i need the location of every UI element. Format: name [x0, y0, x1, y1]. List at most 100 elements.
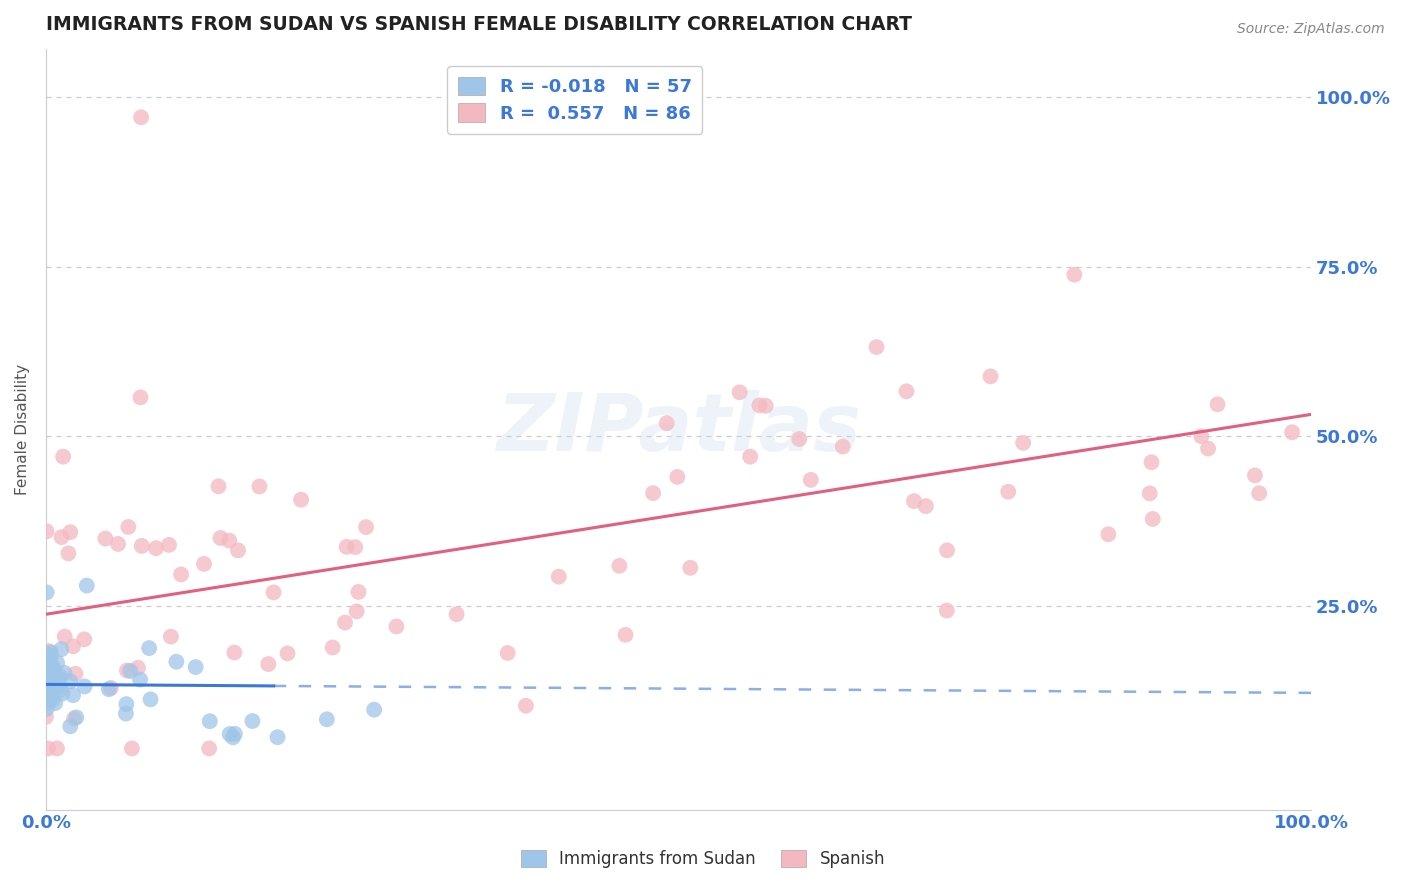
Point	[51, 687, 73, 701]
Point	[1281, 425, 1303, 440]
Point	[224, 646, 246, 660]
Point	[609, 558, 631, 573]
Point	[263, 585, 285, 599]
Point	[333, 615, 356, 630]
Legend: Immigrants from Sudan, Spanish: Immigrants from Sudan, Spanish	[515, 843, 891, 875]
Point	[315, 712, 337, 726]
Point	[787, 432, 810, 446]
Point	[679, 561, 702, 575]
Point	[76, 578, 98, 592]
Point	[139, 692, 162, 706]
Point	[138, 641, 160, 656]
Point	[65, 666, 87, 681]
Point	[914, 499, 936, 513]
Point	[38, 670, 60, 684]
Point	[257, 657, 280, 671]
Point	[276, 647, 298, 661]
Point	[127, 661, 149, 675]
Point	[207, 479, 229, 493]
Point	[748, 398, 770, 412]
Point	[831, 440, 853, 454]
Point	[198, 714, 221, 729]
Point	[38, 662, 60, 676]
Point	[218, 727, 240, 741]
Point	[496, 646, 519, 660]
Point	[38, 653, 60, 667]
Point	[35, 682, 58, 697]
Point	[115, 706, 138, 721]
Point	[322, 640, 344, 655]
Point	[41, 693, 63, 707]
Point	[800, 473, 823, 487]
Point	[997, 484, 1019, 499]
Point	[39, 686, 62, 700]
Point	[249, 479, 271, 493]
Point	[1139, 486, 1161, 500]
Point	[1189, 429, 1212, 443]
Point	[73, 680, 96, 694]
Point	[755, 399, 778, 413]
Point	[242, 714, 264, 728]
Point	[53, 630, 76, 644]
Point	[121, 741, 143, 756]
Point	[290, 492, 312, 507]
Point	[39, 649, 62, 664]
Point	[209, 531, 232, 545]
Point	[1197, 442, 1219, 456]
Point	[346, 604, 368, 618]
Point	[131, 539, 153, 553]
Point	[100, 681, 122, 695]
Point	[740, 450, 762, 464]
Point	[52, 450, 75, 464]
Point	[49, 669, 72, 683]
Point	[35, 670, 58, 684]
Point	[728, 385, 751, 400]
Point	[46, 681, 69, 695]
Point	[903, 494, 925, 508]
Point	[37, 696, 59, 710]
Point	[935, 603, 957, 617]
Point	[865, 340, 887, 354]
Point	[73, 632, 96, 647]
Point	[62, 688, 84, 702]
Point	[145, 541, 167, 556]
Point	[37, 741, 59, 756]
Point	[347, 585, 370, 599]
Point	[48, 673, 70, 687]
Point	[643, 486, 665, 500]
Point	[42, 675, 65, 690]
Point	[129, 673, 152, 687]
Point	[385, 619, 408, 633]
Point	[117, 520, 139, 534]
Point	[226, 543, 249, 558]
Point	[37, 644, 59, 658]
Y-axis label: Female Disability: Female Disability	[15, 364, 30, 495]
Point	[46, 741, 69, 756]
Point	[115, 664, 138, 678]
Point	[170, 567, 193, 582]
Point	[266, 730, 288, 744]
Point	[41, 675, 63, 690]
Point	[42, 667, 65, 681]
Point	[107, 537, 129, 551]
Point	[1206, 397, 1229, 411]
Point	[1012, 436, 1035, 450]
Point	[59, 525, 82, 540]
Point	[41, 663, 63, 677]
Point	[363, 703, 385, 717]
Point	[666, 470, 689, 484]
Point	[37, 680, 59, 694]
Point	[59, 719, 82, 733]
Point	[1063, 268, 1085, 282]
Point	[446, 607, 468, 622]
Point	[1097, 527, 1119, 541]
Point	[614, 628, 637, 642]
Point	[198, 741, 221, 756]
Point	[38, 683, 60, 698]
Point	[63, 712, 86, 726]
Text: ZIPatlas: ZIPatlas	[496, 391, 860, 468]
Point	[35, 585, 58, 599]
Legend: R = -0.018   N = 57, R =  0.557   N = 86: R = -0.018 N = 57, R = 0.557 N = 86	[447, 66, 703, 134]
Point	[655, 416, 678, 430]
Point	[97, 682, 120, 697]
